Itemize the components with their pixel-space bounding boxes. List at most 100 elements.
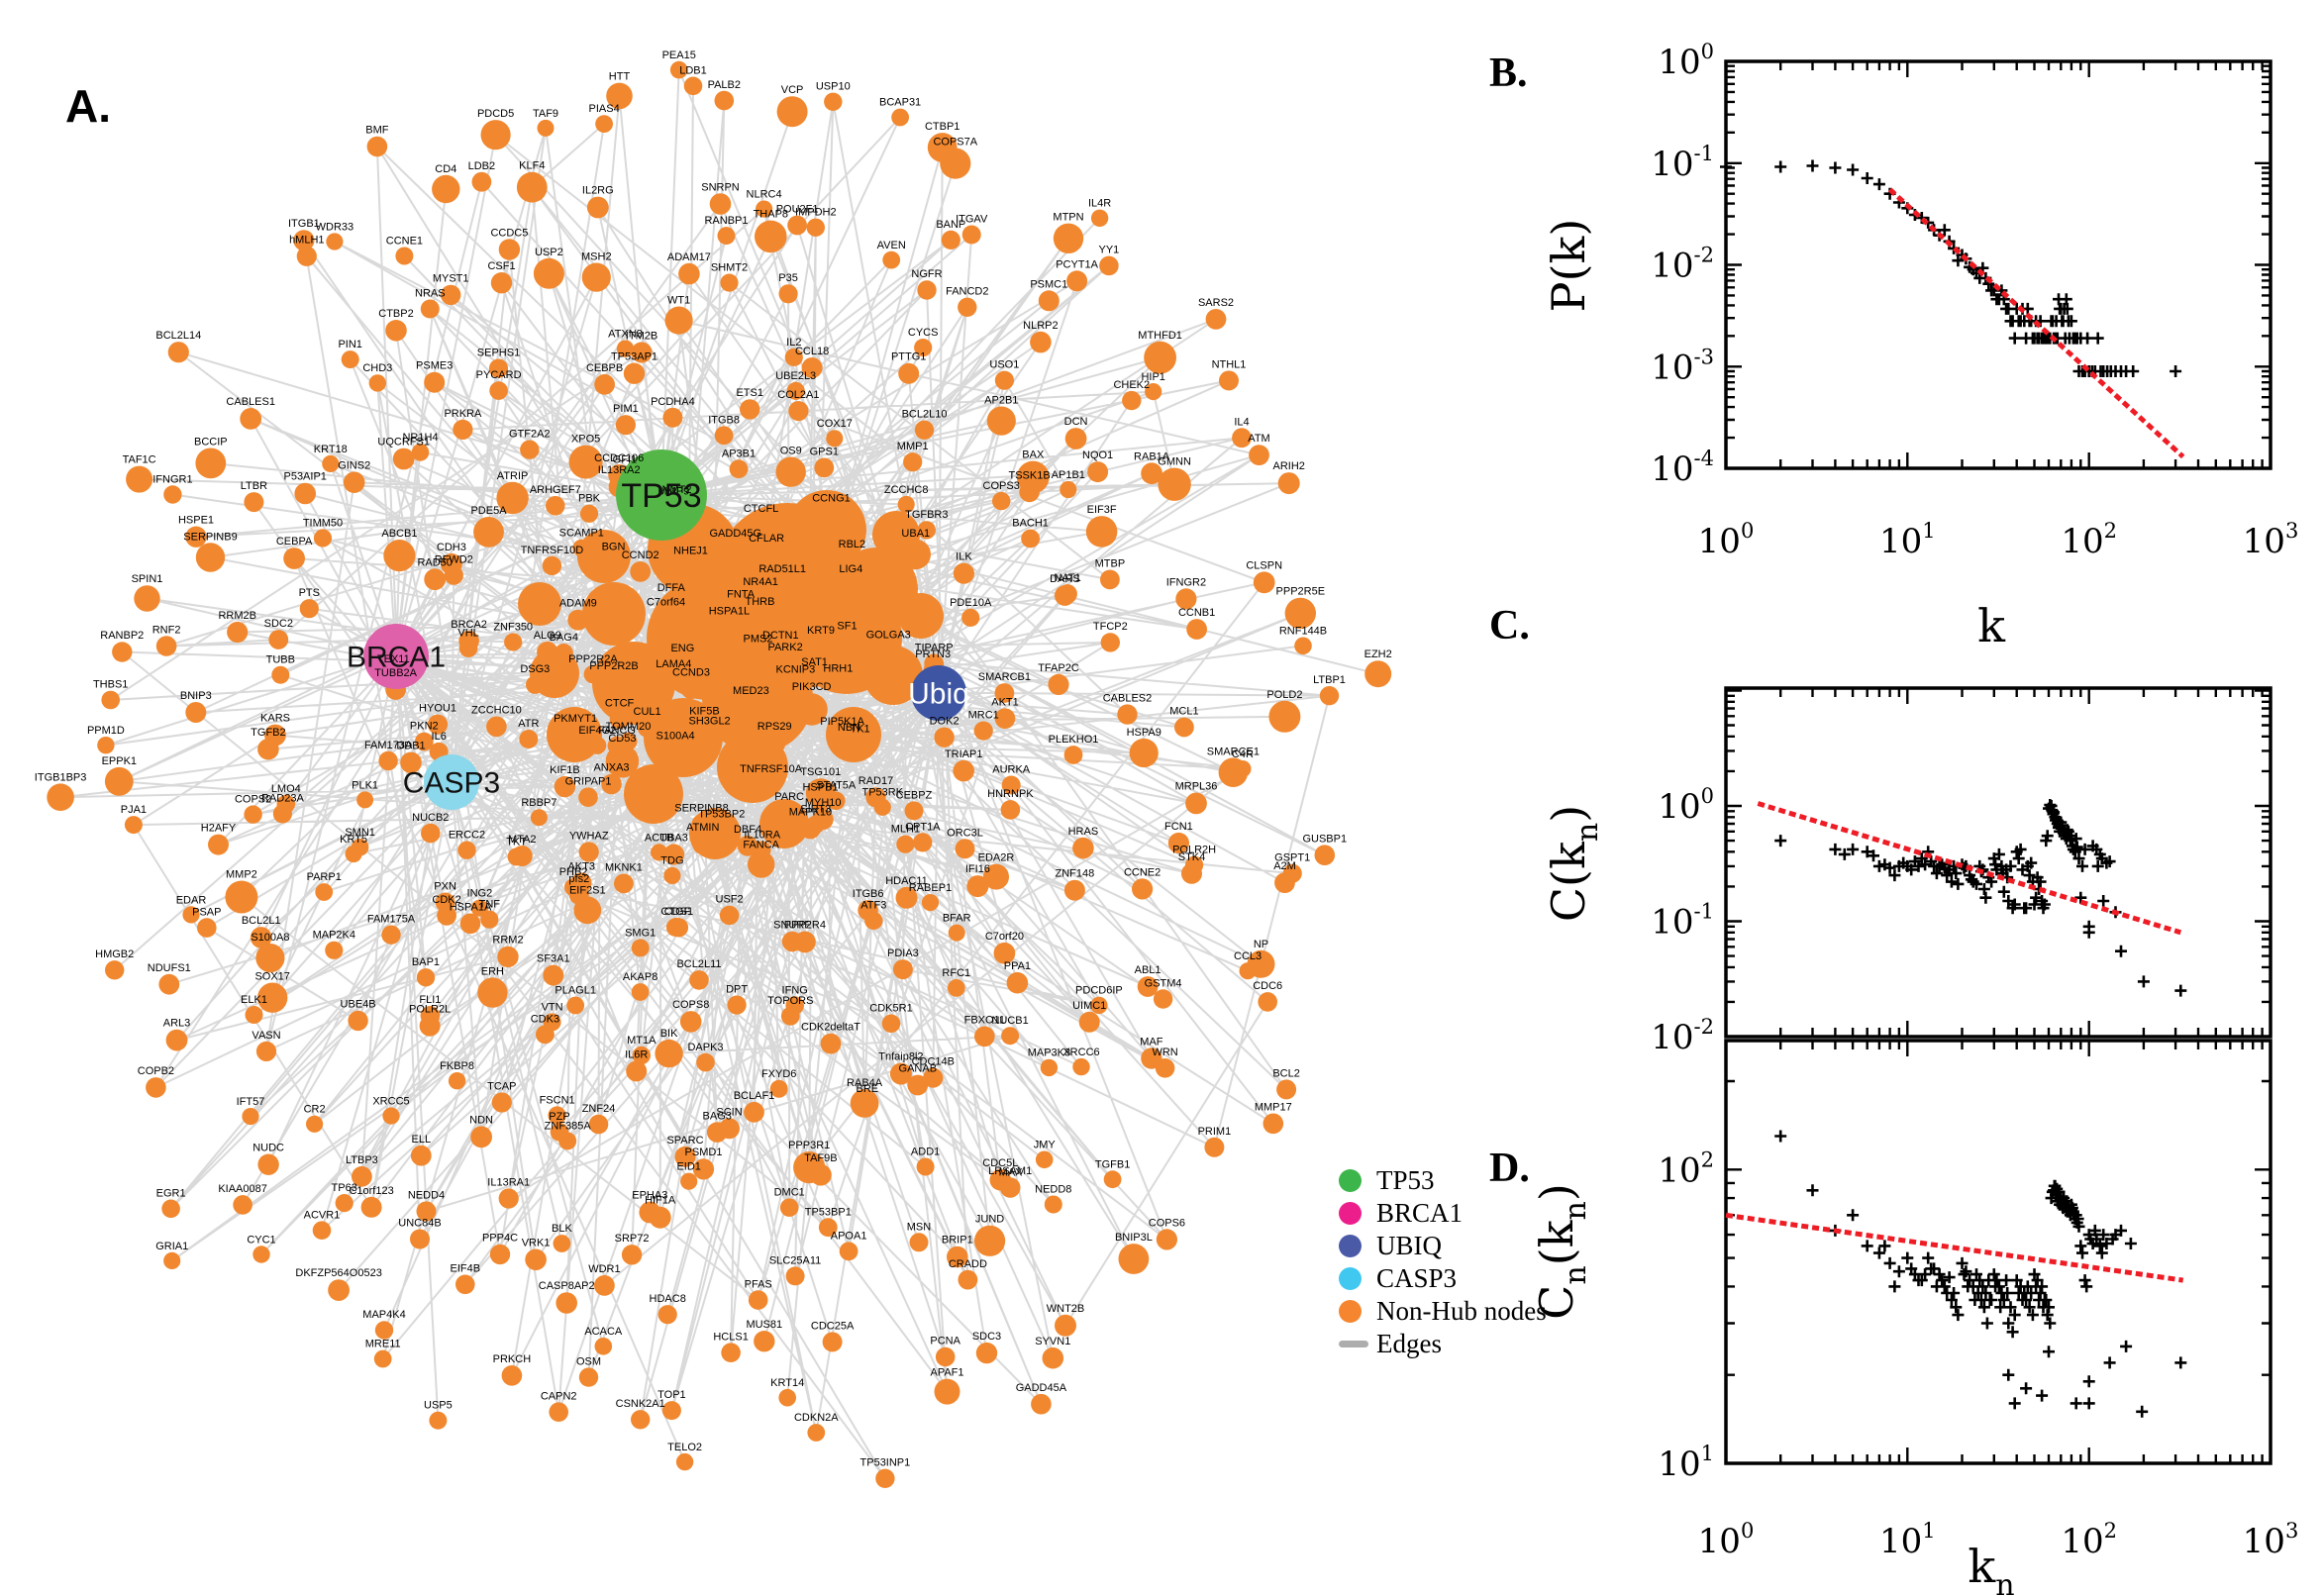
gene-node[interactable] <box>755 220 787 253</box>
gene-node[interactable] <box>271 665 290 684</box>
gene-node[interactable] <box>651 844 668 861</box>
gene-node[interactable] <box>382 1107 400 1125</box>
gene-node[interactable] <box>383 540 416 572</box>
gene-node[interactable] <box>1118 1244 1150 1274</box>
gene-node[interactable] <box>1090 209 1109 227</box>
gene-node[interactable] <box>784 348 803 366</box>
gene-node[interactable] <box>1090 996 1108 1015</box>
gene-node[interactable] <box>917 521 936 540</box>
gene-node[interactable] <box>631 983 650 1001</box>
gene-node[interactable] <box>923 1067 944 1088</box>
gene-node[interactable] <box>165 1029 188 1051</box>
gene-node[interactable] <box>909 1233 929 1252</box>
gene-node[interactable] <box>328 1279 350 1301</box>
gene-node[interactable] <box>785 1266 805 1286</box>
gene-node[interactable] <box>953 759 974 782</box>
gene-node[interactable] <box>678 262 700 285</box>
gene-node[interactable] <box>992 491 1011 511</box>
gene-node[interactable] <box>669 60 688 79</box>
gene-node[interactable] <box>914 420 935 440</box>
gene-node[interactable] <box>748 1290 768 1310</box>
gene-node[interactable] <box>664 742 686 763</box>
gene-node[interactable] <box>112 642 133 662</box>
gene-node[interactable] <box>794 931 816 953</box>
gene-node[interactable] <box>1284 597 1317 630</box>
gene-node[interactable] <box>1137 976 1159 997</box>
gene-node[interactable] <box>501 1365 523 1386</box>
gene-node[interactable] <box>903 452 923 472</box>
gene-node[interactable] <box>691 814 712 835</box>
gene-node[interactable] <box>1103 1170 1122 1189</box>
gene-node[interactable] <box>101 690 120 710</box>
gene-node[interactable] <box>554 775 576 798</box>
gene-node[interactable] <box>1153 989 1173 1009</box>
gene-node[interactable] <box>751 515 771 536</box>
gene-node[interactable] <box>470 1126 492 1148</box>
gene-node[interactable] <box>1100 633 1121 652</box>
gene-node[interactable] <box>753 841 771 859</box>
gene-node[interactable] <box>940 148 971 179</box>
gene-node[interactable] <box>727 995 747 1015</box>
gene-node[interactable] <box>1158 467 1191 501</box>
gene-node[interactable] <box>740 696 761 718</box>
gene-node[interactable] <box>709 193 732 215</box>
gene-node[interactable] <box>568 445 603 479</box>
gene-node[interactable] <box>480 120 511 150</box>
gene-node[interactable] <box>788 401 809 422</box>
gene-node[interactable] <box>824 92 843 112</box>
gene-node[interactable] <box>1001 775 1021 795</box>
gene-node[interactable] <box>348 1010 368 1032</box>
gene-node[interactable] <box>626 1060 648 1082</box>
gene-node[interactable] <box>907 1074 929 1096</box>
gene-node[interactable] <box>155 636 177 656</box>
gene-node[interactable] <box>410 1145 432 1166</box>
gene-node[interactable] <box>663 866 681 885</box>
gene-node[interactable] <box>775 456 806 487</box>
gene-node[interactable] <box>1319 686 1340 706</box>
gene-node[interactable] <box>719 1118 740 1140</box>
gene-node[interactable] <box>616 340 635 357</box>
gene-node[interactable] <box>1006 971 1029 994</box>
gene-node[interactable] <box>820 1033 842 1054</box>
gene-node[interactable] <box>473 517 504 548</box>
gene-node[interactable] <box>897 495 915 514</box>
gene-node[interactable] <box>787 215 807 236</box>
gene-node[interactable] <box>986 406 1016 436</box>
gene-node[interactable] <box>631 939 650 957</box>
gene-node[interactable] <box>683 76 703 96</box>
gene-node[interactable] <box>1204 1137 1225 1157</box>
gene-node[interactable] <box>416 968 436 987</box>
gene-node[interactable] <box>326 233 344 250</box>
gene-node[interactable] <box>533 257 564 289</box>
gene-node[interactable] <box>1145 383 1162 401</box>
gene-node[interactable] <box>1044 1195 1062 1214</box>
gene-node[interactable] <box>665 918 685 937</box>
gene-node[interactable] <box>983 863 1009 890</box>
gene-node[interactable] <box>795 693 828 726</box>
gene-node[interactable] <box>1087 461 1109 483</box>
gene-node[interactable] <box>245 1006 263 1024</box>
gene-node[interactable] <box>826 430 844 448</box>
gene-node[interactable] <box>104 766 134 796</box>
gene-node[interactable] <box>421 823 441 844</box>
gene-node[interactable] <box>692 1158 715 1180</box>
gene-node[interactable] <box>594 373 615 395</box>
gene-node[interactable] <box>714 426 734 446</box>
gene-node[interactable] <box>921 894 940 912</box>
gene-node[interactable] <box>595 115 613 133</box>
gene-node[interactable] <box>356 791 374 809</box>
gene-node[interactable] <box>572 539 591 557</box>
gene-node[interactable] <box>614 873 634 894</box>
gene-node[interactable] <box>1274 872 1295 893</box>
gene-node[interactable] <box>579 504 599 523</box>
gene-node[interactable] <box>519 730 539 748</box>
gene-node[interactable] <box>953 562 975 584</box>
gene-node[interactable] <box>814 457 835 478</box>
gene-node[interactable] <box>526 675 545 694</box>
gene-node[interactable] <box>1258 992 1277 1012</box>
gene-node[interactable] <box>948 924 965 942</box>
gene-node[interactable] <box>553 1235 571 1252</box>
gene-node[interactable] <box>163 1251 181 1269</box>
gene-node[interactable] <box>195 448 227 479</box>
gene-node[interactable] <box>507 848 526 866</box>
